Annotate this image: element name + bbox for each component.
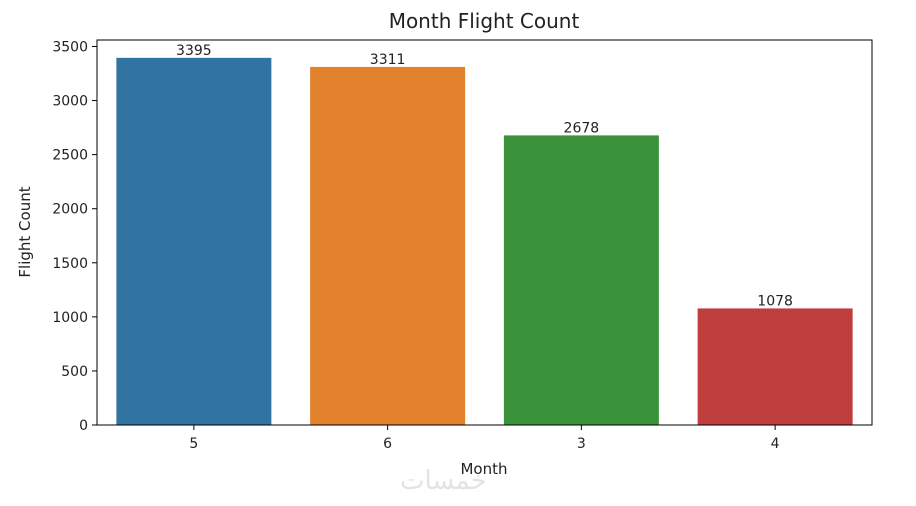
y-tick-label: 2500 bbox=[52, 148, 88, 164]
y-tick-label: 1500 bbox=[52, 256, 88, 272]
data-label: 3311 bbox=[370, 52, 406, 68]
data-label: 3395 bbox=[176, 43, 212, 59]
y-axis-label: Flight Count bbox=[16, 186, 34, 277]
chart-title: Month Flight Count bbox=[389, 9, 580, 33]
x-tick-label: 5 bbox=[189, 436, 198, 452]
x-axis-label: Month bbox=[460, 460, 507, 478]
bar bbox=[310, 66, 466, 425]
y-tick-label: 500 bbox=[61, 364, 88, 380]
y-tick-label: 2000 bbox=[52, 202, 88, 218]
bar bbox=[116, 57, 272, 425]
y-tick-label: 1000 bbox=[52, 310, 88, 326]
data-label: 1078 bbox=[757, 293, 793, 309]
data-label: 2678 bbox=[564, 120, 600, 136]
x-tick-label: 4 bbox=[771, 436, 780, 452]
x-tick-label: 6 bbox=[383, 436, 392, 452]
y-tick-label: 3000 bbox=[52, 94, 88, 110]
plot-frame bbox=[96, 39, 873, 426]
bar bbox=[503, 135, 659, 425]
watermark-logo: خمسات bbox=[400, 466, 487, 496]
y-tick-label: 3500 bbox=[52, 39, 88, 55]
y-tick-label: 0 bbox=[79, 418, 88, 434]
bar bbox=[697, 308, 853, 425]
x-tick-label: 3 bbox=[577, 436, 586, 452]
